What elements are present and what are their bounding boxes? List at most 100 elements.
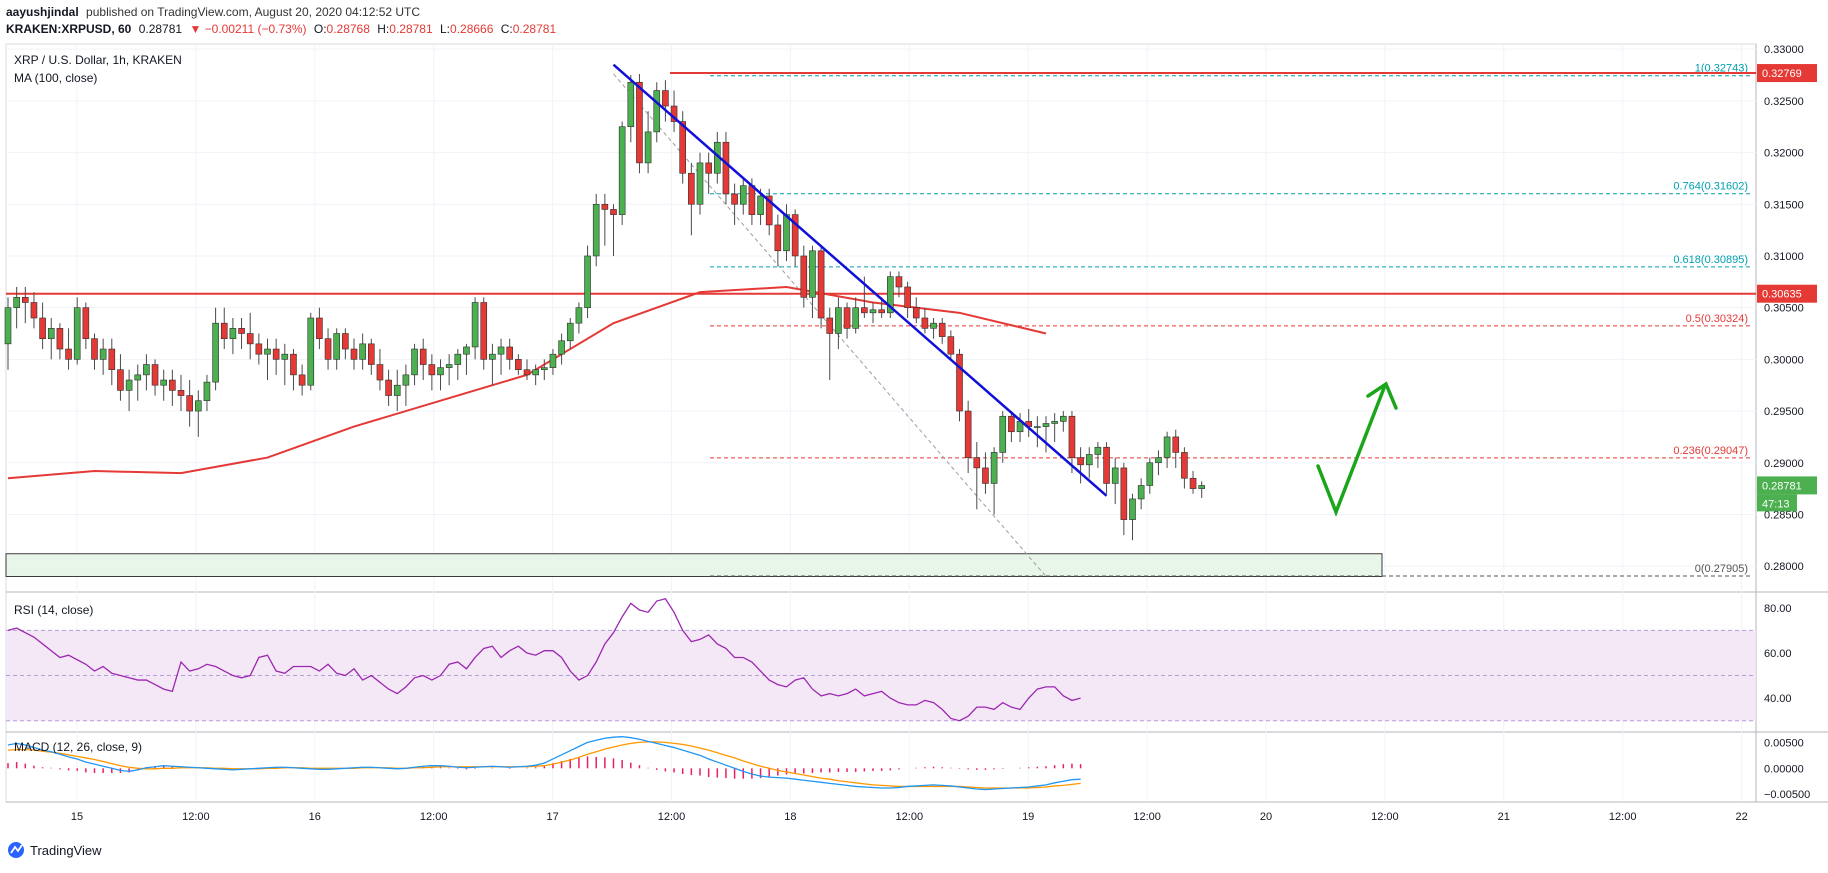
- candle: [1060, 411, 1067, 432]
- candle: [212, 307, 219, 391]
- price-change: ▼ −0.00211 (−0.73%): [189, 22, 306, 36]
- candle: [523, 359, 531, 381]
- candle-body: [532, 369, 539, 376]
- price-axis-label: 0.28000: [1764, 561, 1804, 573]
- price-axis-label: 0.31500: [1764, 199, 1804, 211]
- candle: [540, 359, 548, 381]
- candle: [428, 354, 436, 391]
- candle-body: [169, 379, 176, 391]
- candle: [731, 183, 738, 225]
- candle: [1051, 413, 1058, 443]
- time-axis-label: 12:00: [1371, 811, 1399, 823]
- level-price-tag: [1757, 284, 1817, 303]
- candle-body: [419, 348, 427, 365]
- candle: [722, 131, 730, 205]
- candle-body: [731, 193, 738, 205]
- candle-body: [921, 317, 929, 329]
- candle-body: [930, 322, 937, 329]
- candle: [65, 328, 72, 370]
- candle-body: [1120, 467, 1128, 520]
- candle-body: [679, 121, 687, 174]
- candle-body: [151, 364, 159, 386]
- author-name[interactable]: aayushjindal: [6, 5, 79, 19]
- candle: [1111, 457, 1119, 505]
- candle-body: [1189, 477, 1197, 489]
- candle-body: [610, 209, 617, 215]
- candle: [4, 297, 12, 370]
- candle-body: [359, 343, 366, 360]
- price-axis-label: 0.29000: [1764, 458, 1804, 470]
- candle-body: [385, 379, 392, 396]
- footer-brand: TradingView: [30, 843, 102, 858]
- candle: [558, 333, 565, 365]
- rsi-axis-label: 60.00: [1764, 648, 1792, 660]
- candle-body: [21, 297, 29, 303]
- candle: [869, 302, 877, 324]
- candle: [852, 297, 860, 334]
- candle-body: [411, 348, 418, 376]
- candle-body: [1172, 436, 1180, 453]
- candle-body: [238, 328, 245, 334]
- candle-body: [618, 126, 626, 215]
- candle: [843, 302, 851, 339]
- price-axis-label: 0.32500: [1764, 96, 1804, 108]
- candle: [350, 338, 358, 370]
- candle: [480, 297, 488, 370]
- candle: [298, 364, 306, 396]
- candle: [1025, 408, 1032, 437]
- candle: [1103, 442, 1110, 494]
- candle: [30, 292, 38, 329]
- candle-body: [307, 317, 315, 386]
- candle: [497, 338, 505, 375]
- candle-body: [1085, 454, 1093, 466]
- candle: [956, 349, 963, 422]
- candle-body: [843, 307, 851, 329]
- candle-body: [281, 353, 289, 360]
- candle-body: [134, 374, 142, 381]
- candle: [13, 286, 20, 329]
- candle: [912, 297, 920, 324]
- candle: [376, 349, 384, 391]
- candle-body: [644, 131, 652, 164]
- macd-line: [7, 736, 1081, 791]
- candle: [679, 111, 687, 184]
- high-value: 0.28781: [389, 22, 433, 36]
- time-axis-label: 17: [546, 811, 558, 823]
- candle: [489, 343, 496, 386]
- candle-body: [662, 90, 669, 107]
- candle-body: [463, 346, 470, 355]
- candle-body: [246, 333, 254, 345]
- rsi-pane: [6, 598, 1756, 722]
- candle: [532, 364, 539, 386]
- candle: [1085, 447, 1093, 479]
- candle: [117, 354, 124, 401]
- candle: [220, 307, 228, 350]
- candle: [817, 245, 825, 329]
- candle-body: [39, 317, 46, 339]
- price-axis-label: 0.32000: [1764, 148, 1804, 160]
- candle: [964, 400, 972, 474]
- candle-body: [4, 307, 12, 345]
- candle: [809, 245, 816, 318]
- candle: [419, 338, 427, 381]
- candle: [463, 343, 470, 375]
- candle-body: [982, 467, 989, 484]
- candle: [1155, 450, 1162, 476]
- candle: [160, 369, 167, 401]
- candle-body: [506, 346, 514, 360]
- time-axis-label: 19: [1022, 811, 1034, 823]
- macd-signal-line: [7, 741, 1081, 789]
- candle: [316, 307, 323, 350]
- candle: [151, 359, 159, 396]
- ma-indicator-label: MA (100, close): [14, 71, 97, 85]
- candle-body: [1137, 485, 1145, 500]
- candle: [835, 297, 842, 350]
- candle-body: [56, 328, 64, 350]
- candle: [826, 307, 834, 381]
- candle-body: [376, 364, 384, 381]
- candle: [566, 318, 574, 350]
- candle-body: [1198, 485, 1205, 489]
- candle: [662, 80, 669, 122]
- candle-body: [757, 195, 764, 215]
